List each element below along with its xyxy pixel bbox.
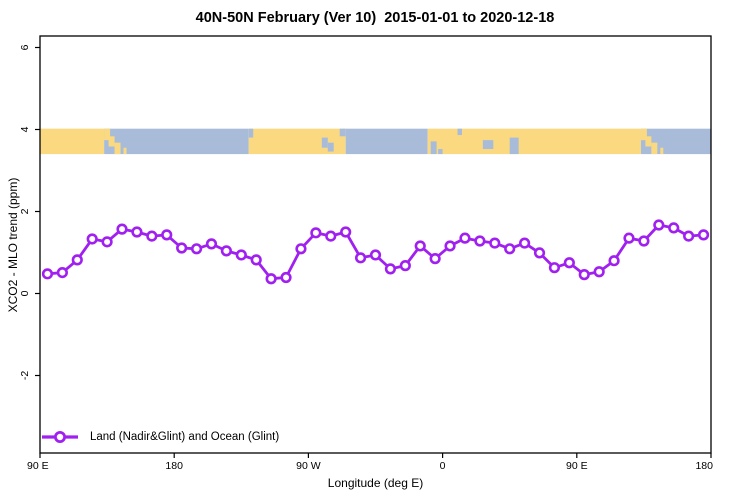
- map-band-ocean-detail: [430, 141, 437, 155]
- map-band-land-segment: [427, 128, 641, 155]
- legend: Land (Nadir&Glint) and Ocean (Glint): [40, 428, 279, 446]
- data-point: [683, 230, 695, 242]
- data-point: [489, 237, 501, 249]
- data-point: [414, 240, 426, 252]
- data-point: [220, 245, 232, 257]
- data-point: [593, 266, 605, 278]
- plot-box: [39, 35, 712, 454]
- data-point: [697, 229, 710, 241]
- map-band-land-detail: [104, 128, 111, 141]
- data-point: [161, 229, 173, 241]
- data-point: [340, 226, 352, 238]
- data-point: [444, 240, 456, 252]
- map-band-land-detail: [660, 147, 664, 155]
- data-point: [533, 247, 546, 259]
- x-tick-label: 90 W: [296, 460, 321, 472]
- map-band-land-detail: [108, 136, 115, 147]
- data-point: [668, 222, 680, 234]
- data-point: [519, 237, 531, 249]
- data-point: [653, 219, 665, 231]
- data-point: [399, 260, 411, 272]
- data-point: [325, 230, 337, 242]
- data-point: [354, 252, 367, 264]
- legend-marker-icon: [42, 431, 78, 443]
- data-point: [86, 233, 98, 245]
- x-tick-label: 90 E: [566, 460, 588, 472]
- data-point: [280, 271, 292, 284]
- map-band-ocean-detail: [438, 149, 443, 155]
- map-band-land-segment: [40, 128, 105, 155]
- data-point: [41, 268, 54, 280]
- y-tick-label: 4: [19, 126, 31, 132]
- x-axis-label: Longitude (deg E): [327, 476, 424, 490]
- map-band-ocean-detail: [248, 128, 254, 138]
- map-band-land-detail: [645, 136, 652, 147]
- data-point: [116, 223, 128, 235]
- map-band-ocean-detail: [482, 140, 494, 150]
- data-point: [250, 254, 262, 266]
- data-point: [474, 235, 486, 247]
- map-band-ocean-segment: [104, 128, 249, 155]
- map-band-land-detail: [114, 142, 121, 155]
- y-axis-label: XCO2 - MLO trend (ppm): [6, 177, 20, 313]
- map-band-ocean-detail: [457, 128, 462, 136]
- data-point: [265, 273, 277, 285]
- data-point: [563, 257, 575, 269]
- chart-title: 40N-50N February (Ver 10) 2015-01-01 to …: [195, 10, 555, 26]
- y-tick-label: 2: [19, 208, 31, 214]
- x-tick-label: 0: [440, 460, 446, 472]
- x-tick-label: 180: [695, 460, 713, 472]
- y-tick-label: -2: [19, 371, 31, 380]
- y-tick-label: 6: [19, 44, 31, 50]
- x-tick-label: 180: [165, 460, 183, 472]
- x-tick-label: 90 E: [27, 460, 49, 472]
- data-point: [131, 226, 143, 238]
- data-point: [623, 232, 635, 244]
- map-band-ocean-segment: [345, 128, 428, 155]
- data-point: [504, 243, 516, 255]
- data-point: [459, 232, 471, 244]
- map-band-land-detail: [123, 147, 127, 155]
- data-point: [608, 255, 620, 267]
- data-point: [71, 254, 83, 266]
- data-point: [578, 269, 590, 281]
- data-point: [176, 242, 188, 254]
- data-point: [101, 236, 113, 248]
- data-point: [146, 230, 158, 242]
- map-band-ocean-detail: [327, 142, 334, 152]
- data-point: [548, 262, 561, 274]
- data-point: [295, 243, 307, 255]
- data-point: [384, 263, 397, 275]
- map-band-land-detail: [651, 142, 658, 155]
- map-band-ocean-detail: [321, 137, 328, 148]
- map-band-ocean-detail: [339, 128, 346, 137]
- map-band-ocean-detail: [509, 137, 519, 155]
- data-point: [205, 238, 218, 250]
- y-tick-label: 0: [19, 290, 31, 296]
- legend-label: Land (Nadir&Glint) and Ocean (Glint): [90, 431, 280, 443]
- data-point: [429, 253, 441, 265]
- map-band-land-detail: [640, 128, 647, 141]
- data-point: [190, 243, 203, 255]
- data-point: [369, 249, 382, 261]
- data-point: [638, 235, 650, 247]
- data-point: [56, 266, 68, 279]
- data-point: [235, 249, 247, 261]
- data-point: [310, 227, 322, 239]
